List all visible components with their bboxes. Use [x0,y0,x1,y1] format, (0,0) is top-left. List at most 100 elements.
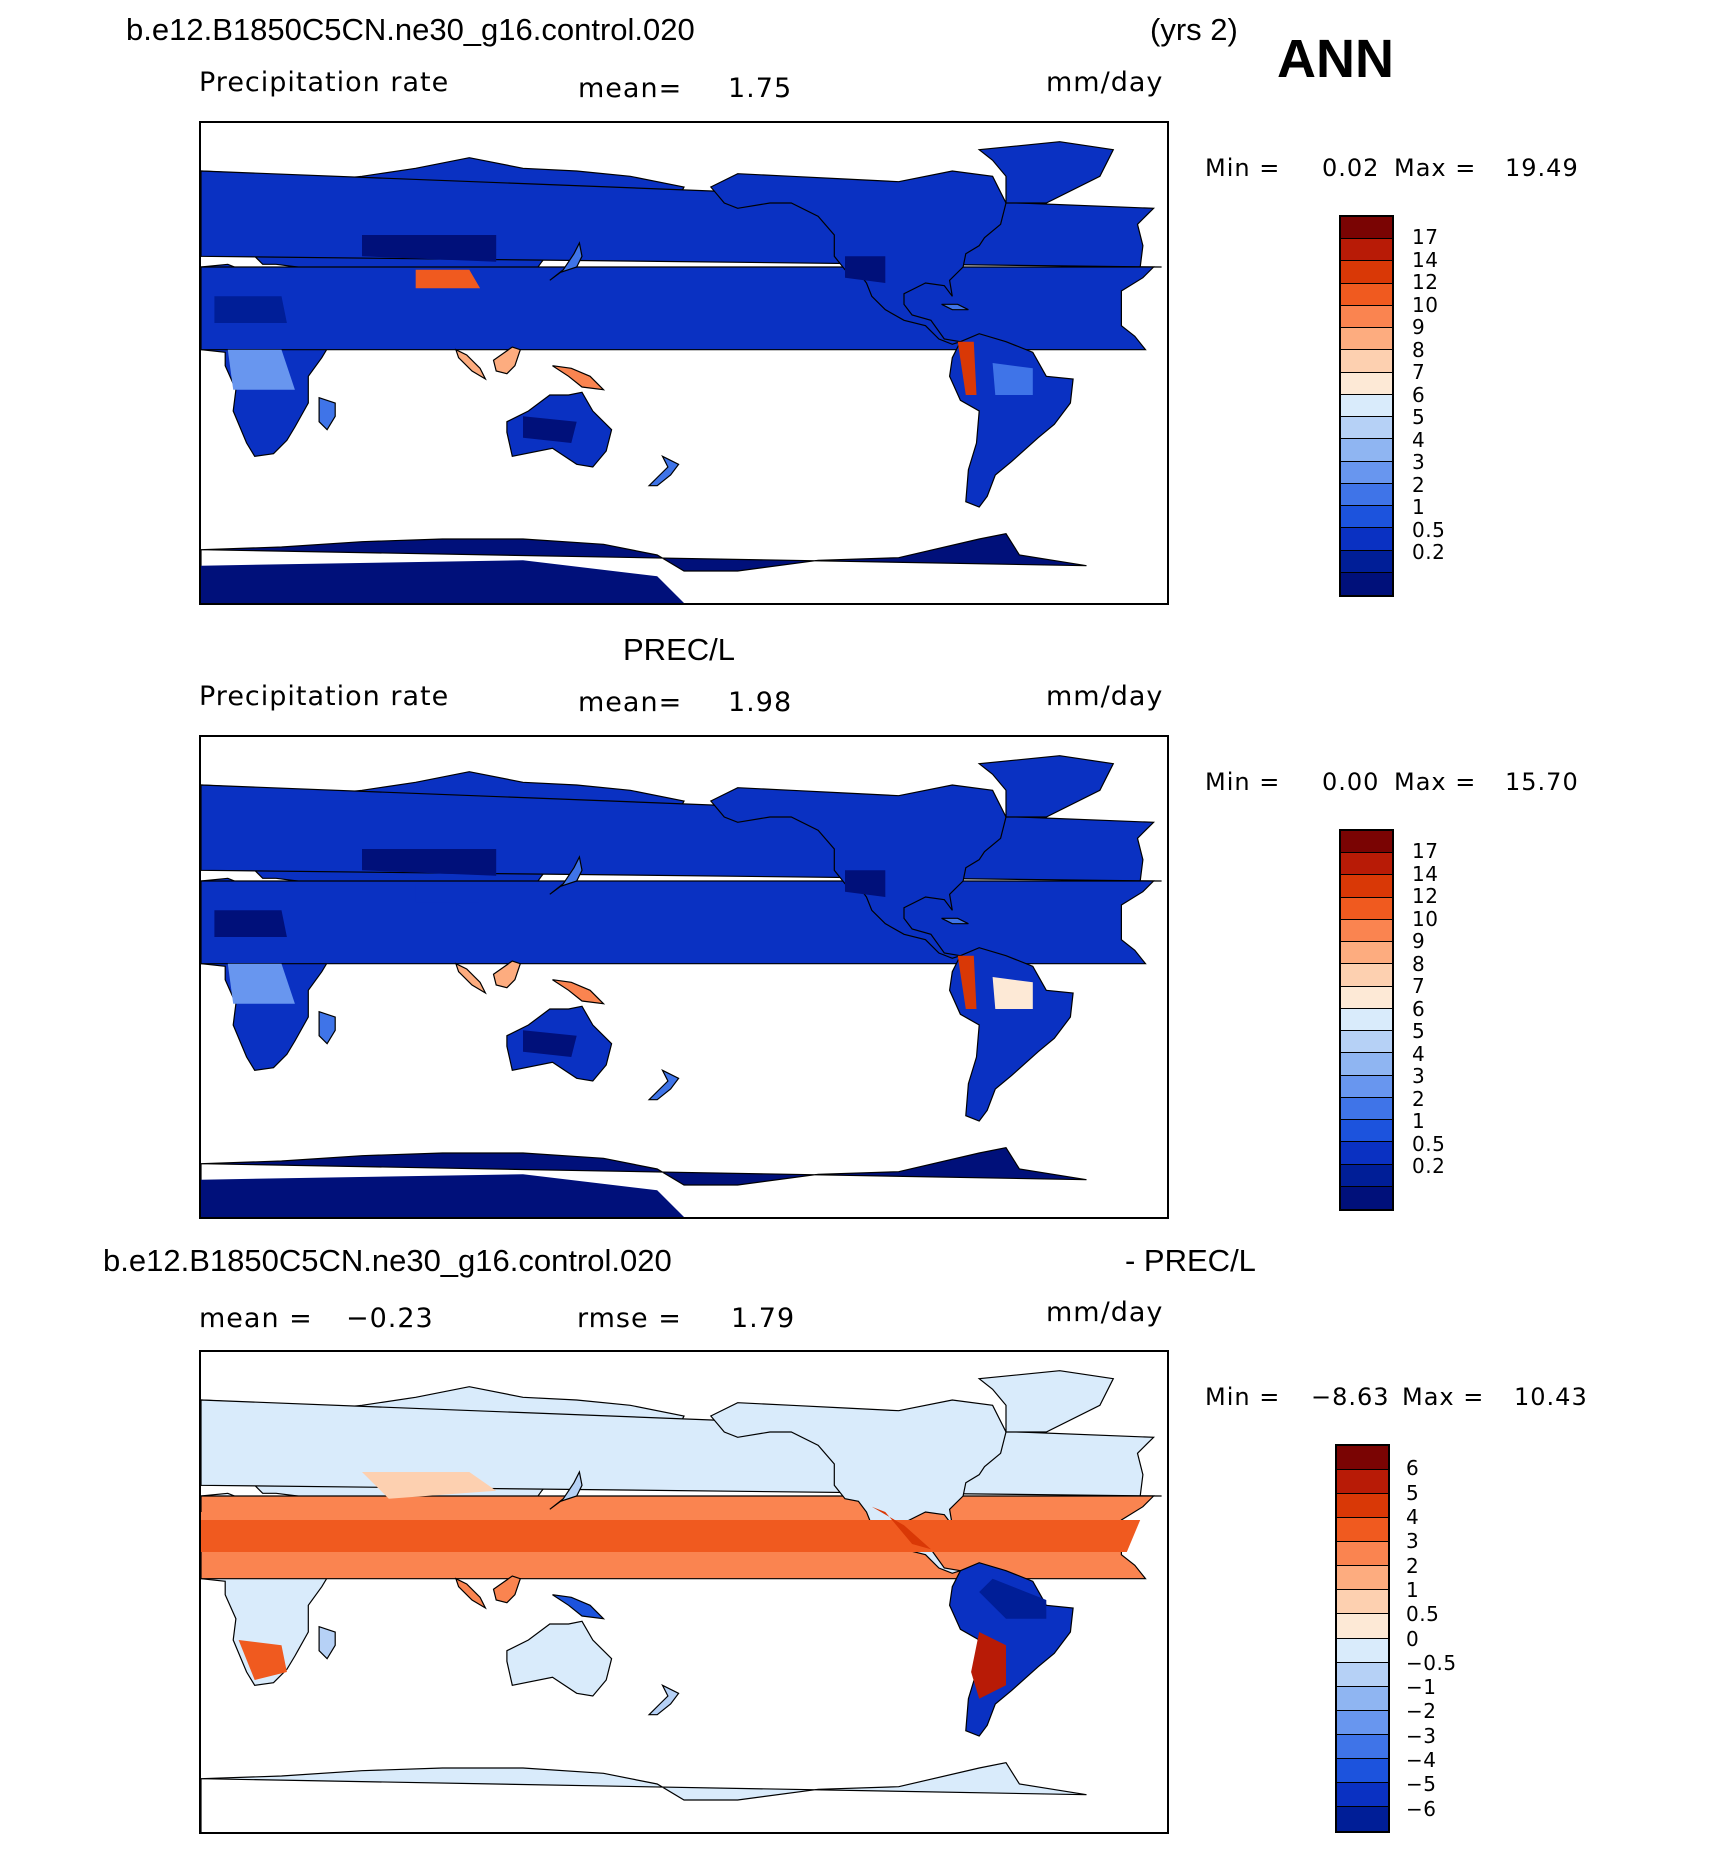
panel3-title-right: - PREC/L [1125,1243,1256,1278]
colorbar-tick-label: 3 [1412,1064,1426,1089]
colorbar-swatch [1341,372,1392,395]
panel3-title-left: b.e12.B1850C5CN.ne30_g16.control.020 [103,1243,672,1278]
colorbar-tick-label: 3 [1406,1529,1420,1554]
colorbar-tick-label: 4 [1412,427,1426,452]
colorbar-swatch [1341,831,1392,854]
colorbar-tick-label: −0.5 [1406,1650,1457,1675]
colorbar-tick-label: 12 [1412,884,1439,909]
greenland-land [977,1370,1115,1433]
colorbar-swatch [1341,1186,1392,1209]
panel3-rmse-value: 1.79 [731,1303,796,1334]
gobi-dry-patch [362,235,497,262]
colorbar-tick-label: 0.2 [1412,540,1446,565]
colorbar-swatch [1341,283,1392,306]
colorbar-swatch [1341,964,1392,987]
colorbar-swatch [1337,1566,1388,1591]
colorbar-tick-label: 2 [1412,1086,1426,1111]
colorbar-tick-label: −4 [1406,1748,1437,1773]
westafrica-diff-patch [201,1520,1141,1552]
colorbar-swatch [1341,305,1392,329]
panel3-mean-label: mean = [199,1303,313,1334]
panel2-min-value: 0.00 [1322,768,1380,796]
panel2-max-label: Max = [1394,768,1477,796]
panel3-map-field [201,1370,1162,1832]
panel1-min-label: Min = [1205,154,1281,182]
colorbar-tick-label: 6 [1412,382,1426,407]
colorbar-tick-label: 9 [1412,929,1426,954]
colorbar-swatch [1341,1075,1392,1098]
antarctica-land [201,1762,1087,1832]
newzealand-land [647,1683,680,1716]
sumatra-land [454,348,487,381]
colorbar-tick-label: 0.5 [1406,1602,1440,1627]
colorbar-tick-label: 8 [1412,337,1426,362]
centralasia-diff-patch [362,1472,497,1499]
colorbar-swatch [1337,1710,1388,1735]
panel2-mean-label: mean= [578,687,683,718]
colorbar-tick-label: 7 [1412,974,1426,999]
colorbar-tick-label: −5 [1406,1772,1437,1797]
panel2-title: PREC/L [623,632,735,667]
newguinea-land [552,365,606,391]
panel3-min-label: Min = [1205,1383,1281,1411]
panel2-min-label: Min = [1205,768,1281,796]
colorbar-swatch [1337,1518,1388,1543]
panel3-map [199,1350,1169,1834]
cuba-land [941,917,969,925]
colorbar-tick-label: −3 [1406,1723,1437,1748]
mexico-diff-patch [871,1506,931,1550]
borneo-land [492,346,522,375]
colorbar-swatch [1341,461,1392,484]
newguinea-land [552,979,606,1005]
colorbar-swatch [1341,1053,1392,1076]
sahara-dry-patch [214,910,287,937]
colorbar-tick-label: 14 [1412,247,1439,272]
colorbar-tick-label: 2 [1406,1553,1420,1578]
colorbar-swatch [1337,1446,1388,1471]
newguinea-land [552,1594,606,1620]
colorbar-tick-label: 8 [1412,951,1426,976]
colorbar-tick-label: 14 [1412,861,1439,886]
colorbar-tick-label: 6 [1412,996,1426,1021]
madagascar-land [318,1625,336,1660]
africa-west-land [201,880,1156,965]
panel2-map-field [201,755,1162,1217]
greenland-land [977,755,1115,818]
amazon-diff-patch [979,1578,1047,1619]
colorbar-tick-label: 5 [1412,1019,1426,1044]
case-title: b.e12.B1850C5CN.ne30_g16.control.020 [126,12,695,47]
colorbar-swatch [1341,350,1392,373]
colorbar-swatch [1337,1758,1388,1783]
andes-wet-patch [957,955,977,1009]
colorbar-swatch [1341,853,1392,876]
colorbar-tick-label: 1 [1406,1577,1420,1602]
colorbar-tick-label: 9 [1412,315,1426,340]
colorbar-swatch [1341,1097,1392,1121]
colorbar-tick-label: −1 [1406,1675,1437,1700]
panel1-min-value: 0.02 [1322,154,1380,182]
panel3-mean-value: −0.23 [346,1303,434,1334]
colorbar-swatch [1337,1494,1388,1519]
antarctica-land [201,533,1087,603]
panel2-max-value: 15.70 [1505,768,1579,796]
panel1-max-value: 19.49 [1505,154,1579,182]
colorbar-swatch [1341,1008,1392,1032]
colorbar-swatch [1337,1662,1388,1687]
himalaya-patch [415,883,481,903]
colorbar-swatch [1337,1638,1388,1663]
panel2-colorbar [1339,829,1394,1211]
panel3-units: mm/day [1046,1297,1164,1328]
sumatra-land [454,1577,487,1610]
africa-west-land [201,266,1156,351]
borneo-land [492,1575,522,1604]
swus-dry-patch [845,870,886,897]
australia-land [506,1620,613,1697]
colorbar-tick-label: −2 [1406,1699,1437,1724]
australia-dry-patch [523,1030,577,1057]
panel3-rmse-label: rmse = [577,1303,682,1334]
colorbar-swatch [1341,897,1392,920]
colorbar-swatch [1341,919,1392,943]
colorbar-swatch [1337,1470,1388,1495]
central-africa-wet-patch [227,963,295,1004]
australia-dry-patch [523,416,577,443]
